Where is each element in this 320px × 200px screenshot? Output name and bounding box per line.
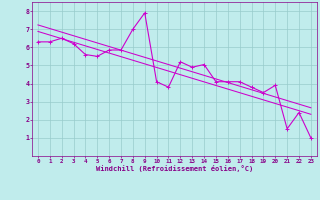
X-axis label: Windchill (Refroidissement éolien,°C): Windchill (Refroidissement éolien,°C)	[96, 165, 253, 172]
